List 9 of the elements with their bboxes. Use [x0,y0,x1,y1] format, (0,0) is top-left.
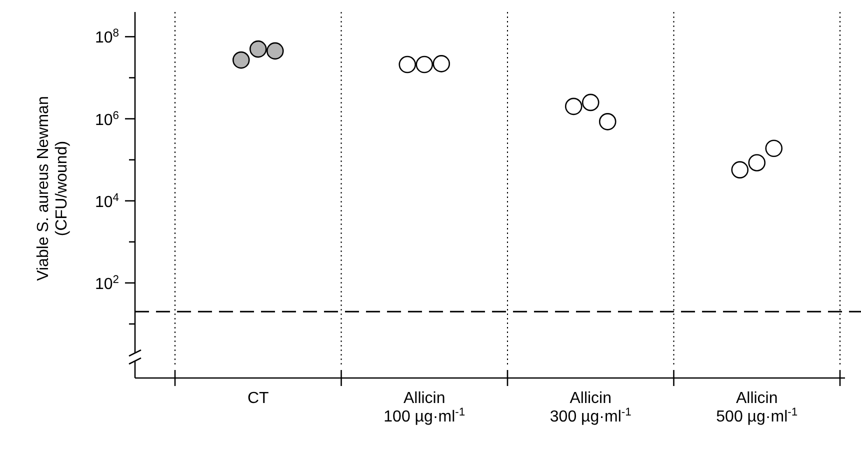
y-tick-label: 10$^{4}$ [94,192,119,211]
x-tick-label: Allicin 300 µg·ml$^{-1}$ [550,390,632,426]
y-tick-label: 10$^{8}$ [94,28,119,47]
x-tick-label: Allicin 100 µg·ml$^{-1}$ [384,390,466,426]
x-tick-label: CT [247,390,270,407]
y-axis-title: Viable S. aureus Newman (CFU/wound) [35,96,70,281]
x-tick-label: Allicin 500 µg·ml$^{-1}$ [716,390,798,426]
y-tick-label: 10$^{2}$ [94,274,119,293]
y-tick-label: 10$^{6}$ [94,110,119,129]
